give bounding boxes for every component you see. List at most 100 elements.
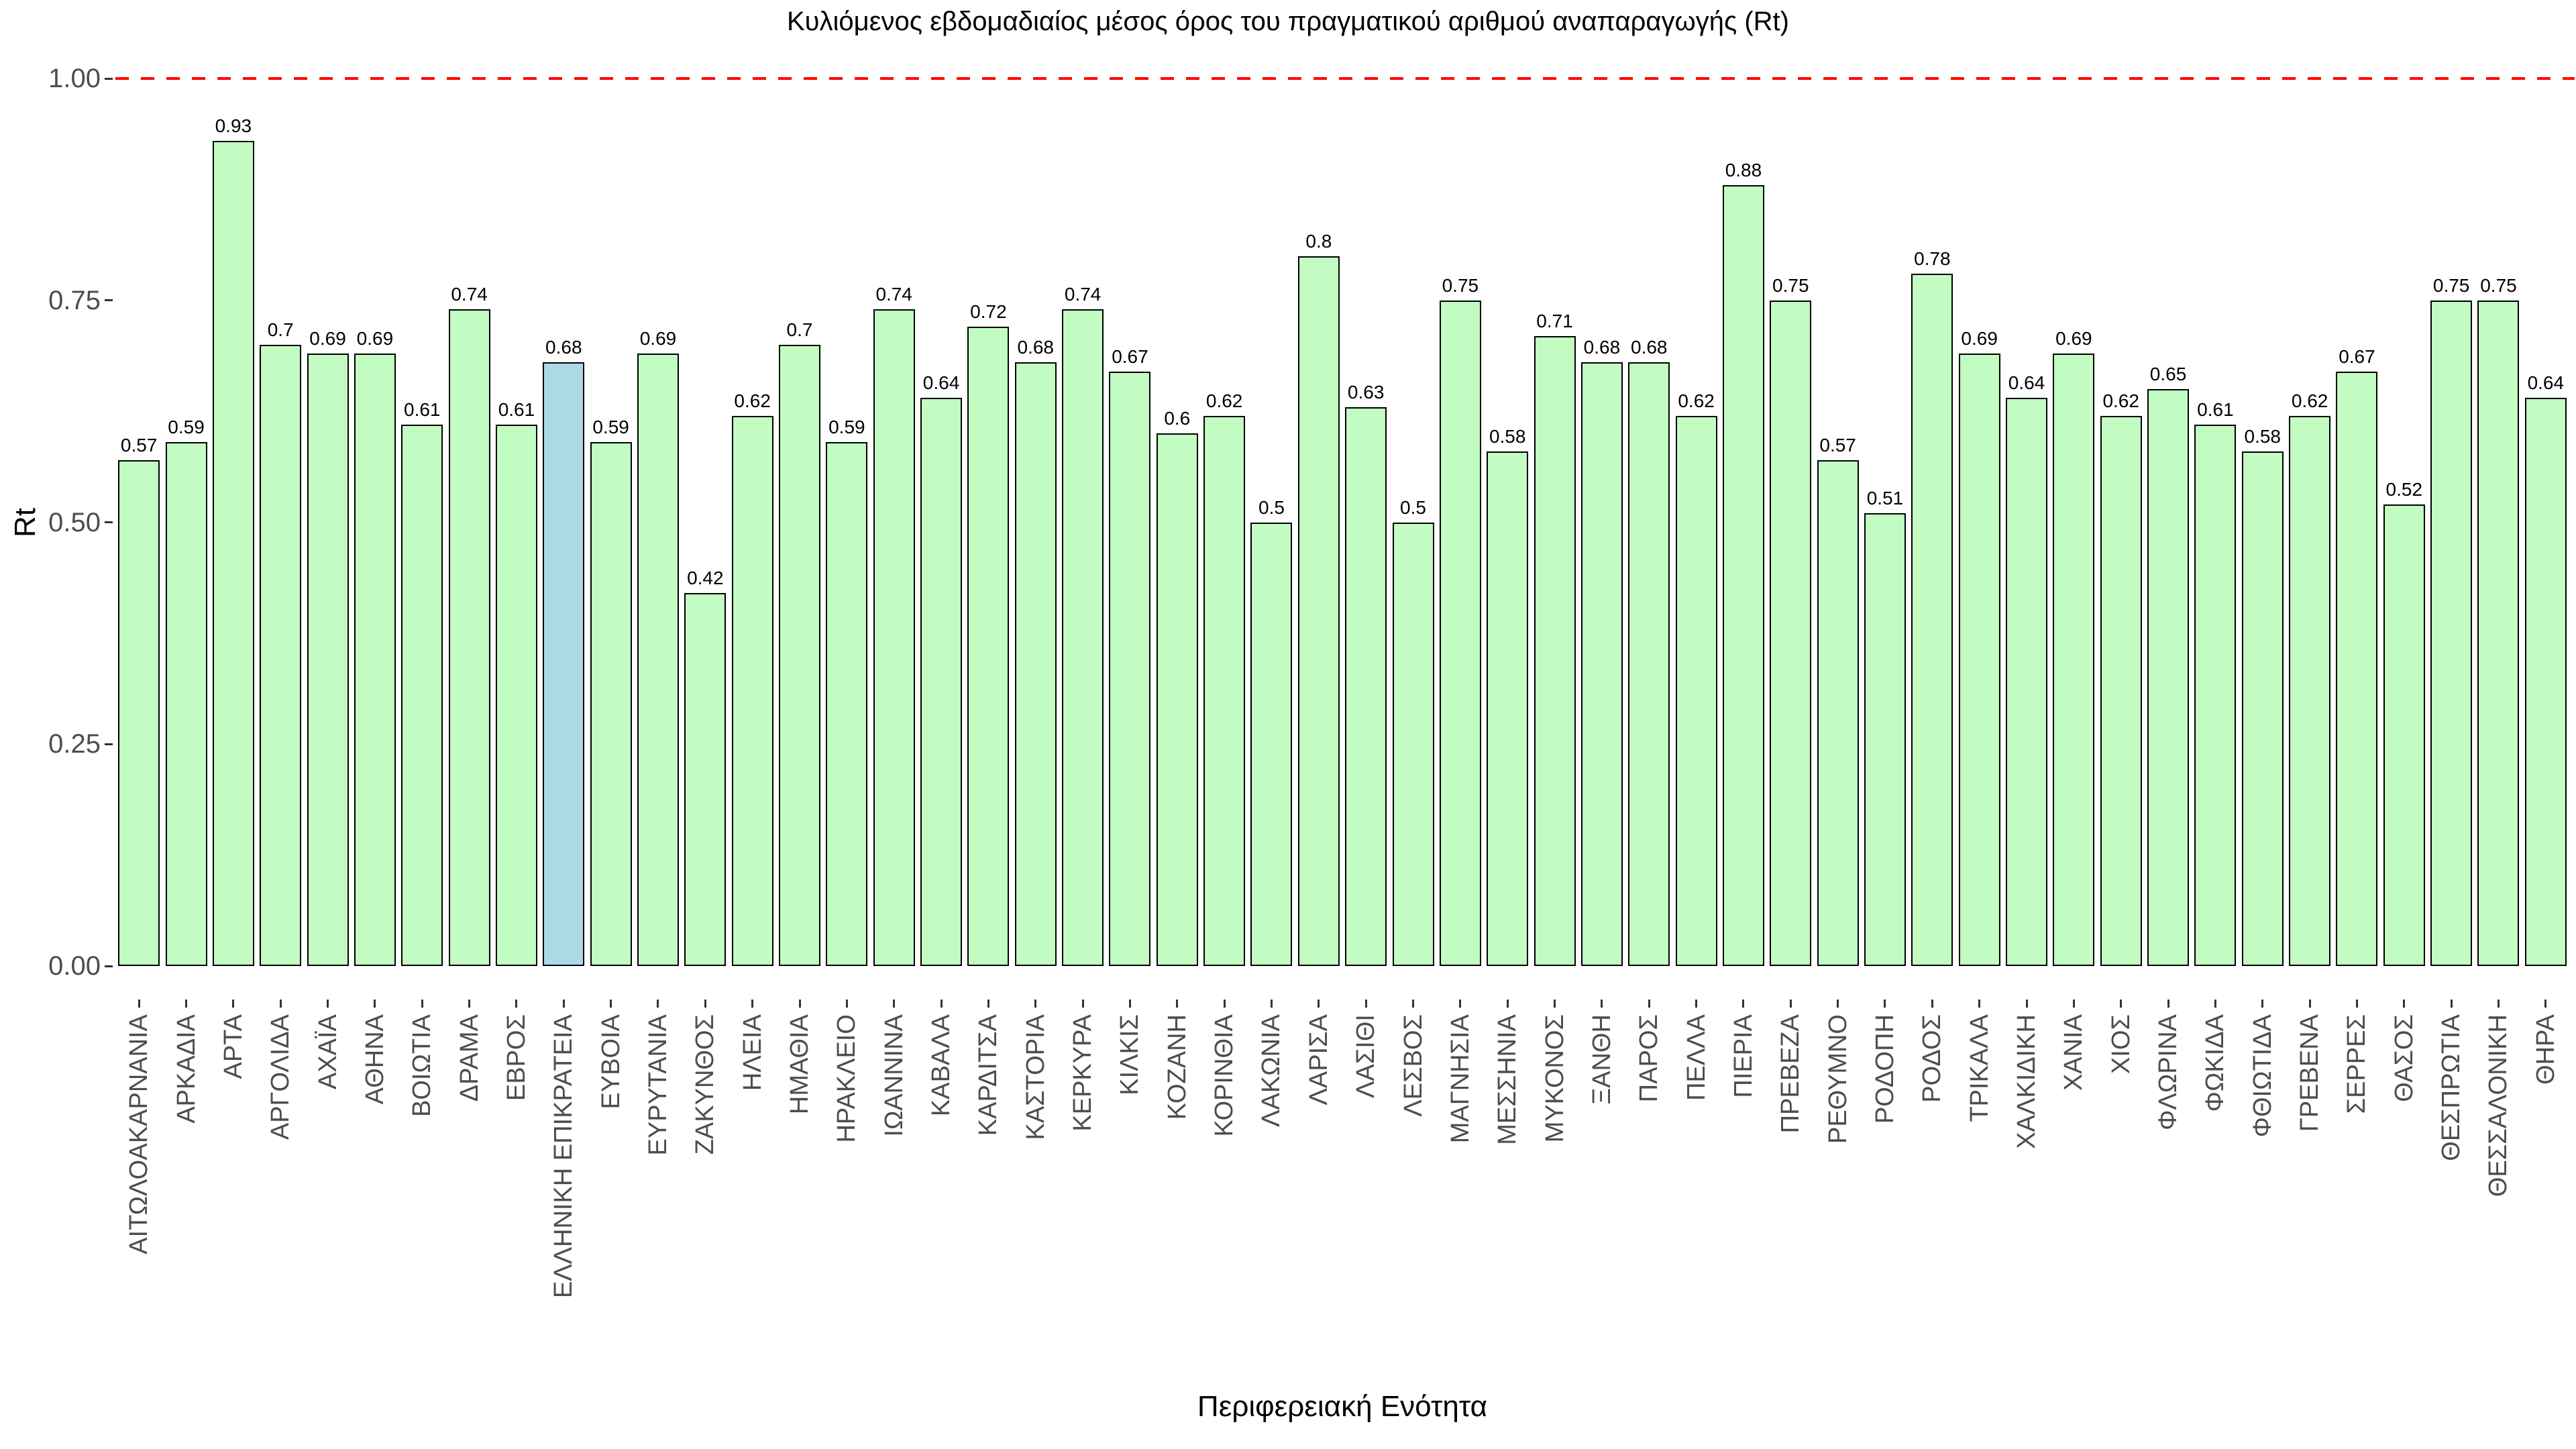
- x-tick-mark: [2497, 1000, 2500, 1008]
- x-tick-label: ΔΡΑΜΑ: [455, 1014, 484, 1102]
- x-tick-mark: [138, 1000, 140, 1008]
- x-tick-label: ΗΛΕΙΑ: [738, 1014, 767, 1091]
- bar: [495, 424, 537, 966]
- x-tick-mark: [1034, 1000, 1037, 1008]
- x-tick-mark: [987, 1000, 989, 1008]
- x-tick-label: ΜΕΣΣΗΝΙΑ: [1493, 1014, 1522, 1145]
- x-tick-label: ΕΥΡΥΤΑΝΙΑ: [643, 1014, 672, 1156]
- bar: [1439, 300, 1481, 966]
- bar-value-label: 0.68: [1017, 337, 1055, 358]
- x-tick-label: ΡΟΔΟΠΗ: [1870, 1014, 1899, 1124]
- x-tick-mark: [279, 1000, 282, 1008]
- bar-value-label: 0.59: [828, 417, 865, 438]
- bar-value-label: 0.8: [1305, 230, 1332, 252]
- bar-value-label: 0.71: [1536, 310, 1573, 331]
- bar: [731, 415, 773, 966]
- x-tick-label: ΚΕΡΚΥΡΑ: [1069, 1014, 1097, 1132]
- bar: [2430, 300, 2473, 966]
- x-tick-mark: [468, 1000, 471, 1008]
- x-tick-label: ΑΙΤΩΛΟΑΚΑΡΝΑΝΙΑ: [125, 1014, 154, 1254]
- bar-value-label: 0.59: [168, 417, 205, 438]
- x-tick-label: ΤΡΙΚΑΛΑ: [1965, 1014, 1994, 1122]
- x-tick-mark: [232, 1000, 235, 1008]
- bar-value-label: 0.63: [1347, 381, 1385, 402]
- y-tick-label: 1.00: [48, 64, 101, 93]
- x-tick-mark: [1789, 1000, 1792, 1008]
- x-tick-mark: [1742, 1000, 1745, 1008]
- x-tick-label: ΘΕΣΣΑΛΟΝΙΚΗ: [2484, 1014, 2513, 1197]
- x-tick-mark: [1412, 1000, 1415, 1008]
- x-tick-label: ΡΟΔΟΣ: [1918, 1014, 1947, 1103]
- bar: [779, 344, 821, 966]
- x-tick-label: ΛΑΚΩΝΙΑ: [1257, 1014, 1286, 1127]
- x-tick-mark: [2308, 1000, 2311, 1008]
- bar-value-label: 0.51: [1866, 488, 1904, 509]
- bar: [1062, 309, 1104, 966]
- bar-value-label: 0.61: [498, 398, 535, 420]
- y-tick-mark: [105, 743, 113, 745]
- x-tick-label: ΠΙΕΡΙΑ: [1729, 1014, 1758, 1098]
- x-tick-mark: [1176, 1000, 1179, 1008]
- x-tick-label: ΚΑΣΤΟΡΙΑ: [1021, 1014, 1050, 1140]
- x-tick-mark: [1318, 1000, 1320, 1008]
- x-tick-label: ΖΑΚΥΝΘΟΣ: [691, 1014, 720, 1155]
- bar: [1392, 522, 1434, 966]
- bar-value-label: 0.69: [2055, 328, 2092, 350]
- bar-value-label: 0.72: [970, 301, 1007, 323]
- bar-value-label: 0.42: [687, 568, 724, 589]
- bar: [1203, 415, 1246, 966]
- x-tick-mark: [610, 1000, 612, 1008]
- x-tick-mark: [1554, 1000, 1556, 1008]
- x-tick-label: ΕΒΡΟΣ: [502, 1014, 531, 1102]
- bar-value-label: 0.5: [1258, 496, 1285, 518]
- bar: [1534, 335, 1576, 966]
- x-tick-mark: [1648, 1000, 1650, 1008]
- x-tick-mark: [374, 1000, 376, 1008]
- x-tick-label: ΓΡΕΒΕΝΑ: [2296, 1014, 2324, 1132]
- x-tick-label: ΑΧΑΪΑ: [313, 1014, 342, 1089]
- bar: [1345, 407, 1387, 966]
- bar: [1628, 362, 1670, 966]
- x-tick-label: ΗΜΑΘΙΑ: [786, 1014, 814, 1115]
- x-tick-label: ΧΑΝΙΑ: [2059, 1014, 2088, 1091]
- bar-value-label: 0.62: [2102, 390, 2139, 411]
- bar-value-label: 0.57: [1819, 434, 1856, 455]
- x-tick-mark: [1931, 1000, 1933, 1008]
- bar: [1817, 460, 1859, 966]
- x-tick-mark: [2120, 1000, 2123, 1008]
- y-tick-label: 0.00: [48, 951, 101, 981]
- x-tick-label: ΠΕΛΛΑ: [1682, 1014, 1711, 1101]
- bar-value-label: 0.74: [451, 283, 488, 305]
- x-tick-label: ΚΑΒΑΛΑ: [927, 1014, 956, 1117]
- x-tick-mark: [2403, 1000, 2406, 1008]
- bar-value-label: 0.57: [120, 434, 158, 455]
- x-tick-mark: [1601, 1000, 1603, 1008]
- x-tick-mark: [1506, 1000, 1509, 1008]
- x-tick-mark: [704, 1000, 706, 1008]
- bar: [1487, 451, 1529, 966]
- bar: [2053, 354, 2095, 966]
- bar-value-label: 0.62: [734, 390, 771, 411]
- x-tick-label: ΒΟΙΩΤΙΑ: [408, 1014, 437, 1117]
- bar: [543, 362, 585, 966]
- bar-value-label: 0.69: [309, 328, 346, 350]
- x-tick-label: ΛΑΡΙΣΑ: [1304, 1014, 1333, 1106]
- bar-value-label: 0.68: [1583, 337, 1621, 358]
- x-tick-mark: [1837, 1000, 1839, 1008]
- x-tick-mark: [327, 1000, 329, 1008]
- bar: [2477, 300, 2520, 966]
- bar: [873, 309, 915, 966]
- x-tick-mark: [1978, 1000, 1981, 1008]
- x-tick-label: ΦΛΩΡΙΝΑ: [2154, 1014, 2183, 1130]
- bar-value-label: 0.62: [1678, 390, 1715, 411]
- x-tick-mark: [940, 1000, 943, 1008]
- bar: [118, 460, 160, 966]
- x-tick-mark: [185, 1000, 188, 1008]
- bar-value-label: 0.64: [2527, 372, 2565, 394]
- bar: [1675, 415, 1717, 966]
- x-tick-label: ΛΕΣΒΟΣ: [1399, 1014, 1428, 1117]
- bar: [826, 442, 868, 966]
- bar-value-label: 0.58: [1489, 425, 1526, 447]
- bar: [2006, 398, 2048, 966]
